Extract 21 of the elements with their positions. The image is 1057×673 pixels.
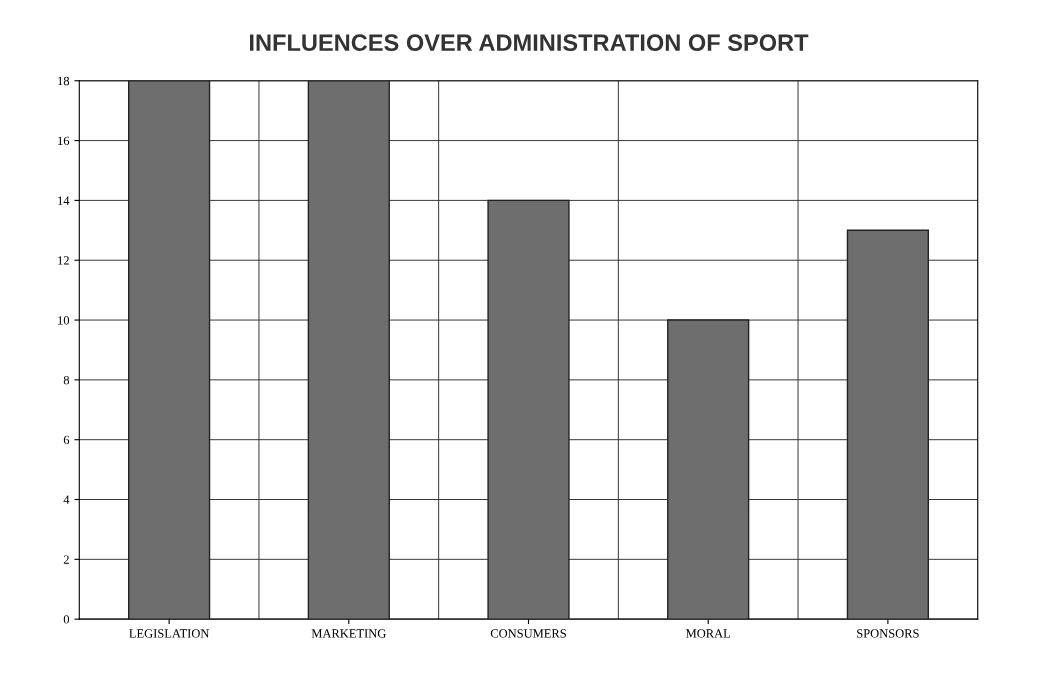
y-tick-label: 8 <box>63 375 70 385</box>
x-tick-label: SPONSORS <box>857 629 919 638</box>
y-tick-label: 12 <box>58 256 69 265</box>
bar <box>127 80 211 620</box>
x-tick-label: LEGISLATION <box>129 629 210 638</box>
y-tick-label: 10 <box>58 316 70 325</box>
x-tick-label: MARKETING <box>311 629 386 638</box>
bar <box>307 80 390 620</box>
y-tick-label: 4 <box>63 495 70 504</box>
y-tick-label: 18 <box>58 76 70 86</box>
y-tick-label: 16 <box>58 136 70 146</box>
x-tick-label: MORAL <box>685 629 731 638</box>
bar <box>667 319 750 620</box>
y-tick-label: 6 <box>63 435 70 445</box>
y-tick-label: 14 <box>58 196 70 205</box>
y-tick-label: 2 <box>63 555 69 564</box>
y-tick-label: 0 <box>63 615 70 624</box>
x-tick-label: CONSUMERS <box>490 629 566 638</box>
chart-title: INFLUENCES OVER ADMINISTRATION OF SPORT <box>250 34 809 51</box>
bar <box>846 229 930 620</box>
bar <box>487 199 570 620</box>
